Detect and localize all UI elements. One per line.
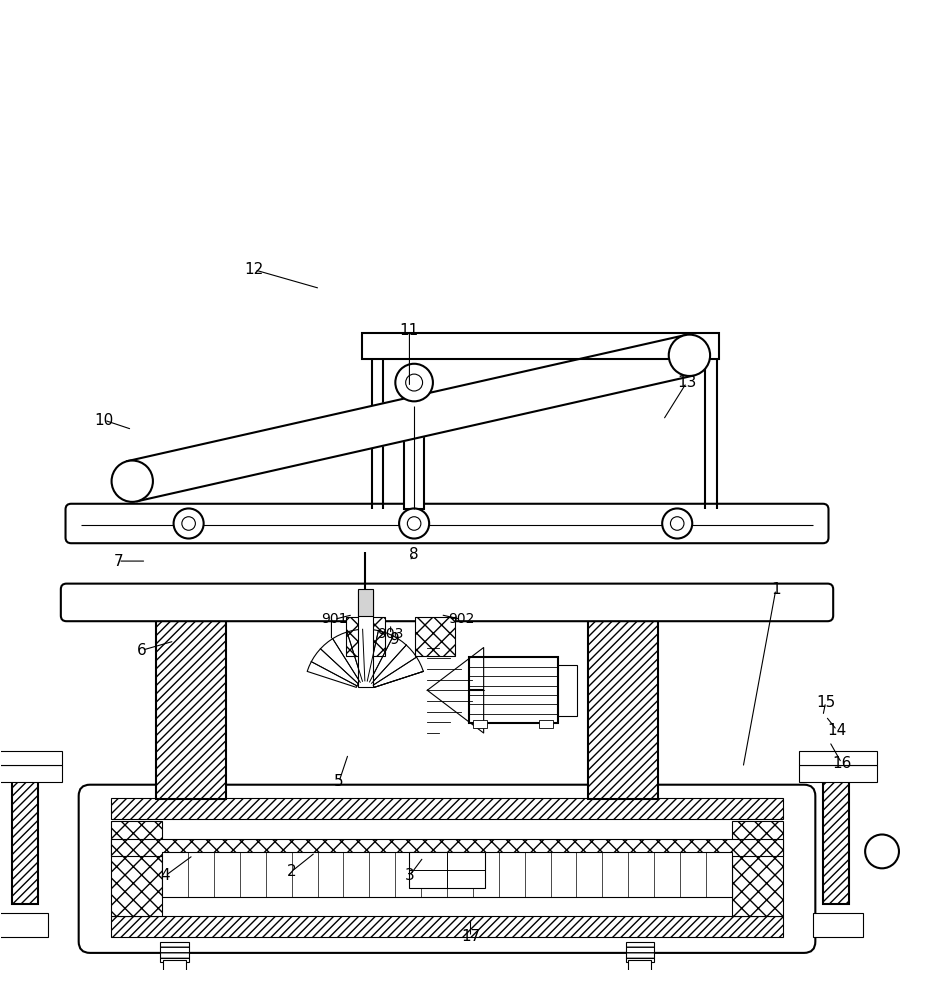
Polygon shape	[427, 648, 484, 733]
Text: 902: 902	[448, 612, 474, 626]
Circle shape	[407, 517, 421, 530]
Circle shape	[669, 335, 710, 376]
Bar	[404, 406, 424, 509]
Bar	[799, 765, 877, 782]
Bar	[162, 852, 732, 897]
Text: 10: 10	[94, 413, 114, 428]
Text: 14: 14	[827, 723, 847, 738]
Bar	[358, 589, 373, 616]
Circle shape	[399, 508, 429, 539]
Text: 16: 16	[832, 756, 852, 771]
Circle shape	[395, 364, 433, 401]
Polygon shape	[307, 629, 423, 687]
Circle shape	[624, 993, 665, 1000]
Bar	[630, 975, 659, 993]
Text: 11: 11	[400, 323, 419, 338]
Bar	[469, 657, 558, 723]
Circle shape	[158, 993, 199, 1000]
Circle shape	[662, 508, 693, 539]
Bar	[558, 665, 577, 716]
Text: 4: 4	[160, 868, 170, 883]
Text: 2: 2	[287, 864, 296, 879]
Text: 901: 901	[321, 612, 347, 626]
Bar	[362, 333, 720, 359]
Text: 3: 3	[405, 868, 414, 883]
Bar	[473, 720, 487, 728]
FancyBboxPatch shape	[61, 584, 833, 621]
Bar	[409, 852, 485, 888]
Bar	[163, 960, 185, 972]
Bar	[155, 601, 226, 799]
Text: 5: 5	[334, 774, 343, 789]
Bar	[813, 913, 863, 937]
Bar	[111, 798, 784, 819]
Bar	[165, 975, 193, 993]
Bar	[799, 751, 877, 765]
Text: 15: 15	[816, 695, 836, 710]
Circle shape	[406, 374, 423, 391]
Circle shape	[182, 517, 196, 530]
Bar	[732, 821, 784, 916]
Bar	[0, 913, 48, 937]
Bar	[0, 751, 62, 765]
Text: 12: 12	[245, 262, 264, 277]
Bar	[0, 765, 62, 782]
Text: 9: 9	[391, 632, 400, 647]
Text: 903: 903	[377, 627, 404, 641]
Text: 17: 17	[461, 929, 480, 944]
Text: 13: 13	[677, 375, 696, 390]
Text: 1: 1	[771, 582, 781, 597]
Bar	[111, 839, 784, 856]
Bar	[358, 590, 373, 687]
FancyBboxPatch shape	[79, 785, 815, 953]
Bar	[415, 617, 455, 656]
Bar	[626, 942, 654, 962]
Text: 7: 7	[113, 554, 123, 569]
Bar	[539, 720, 553, 728]
Bar	[345, 617, 385, 656]
Polygon shape	[128, 335, 694, 501]
Bar	[12, 772, 39, 904]
Circle shape	[670, 517, 684, 530]
Text: 6: 6	[136, 643, 147, 658]
Text: 8: 8	[409, 547, 419, 562]
Circle shape	[865, 835, 899, 868]
Bar	[160, 942, 188, 962]
Circle shape	[112, 461, 152, 502]
FancyBboxPatch shape	[66, 504, 828, 543]
Bar	[111, 821, 162, 916]
Circle shape	[173, 508, 203, 539]
Bar	[588, 601, 659, 799]
Bar	[822, 772, 849, 904]
Bar	[629, 960, 651, 972]
Bar	[111, 916, 784, 937]
